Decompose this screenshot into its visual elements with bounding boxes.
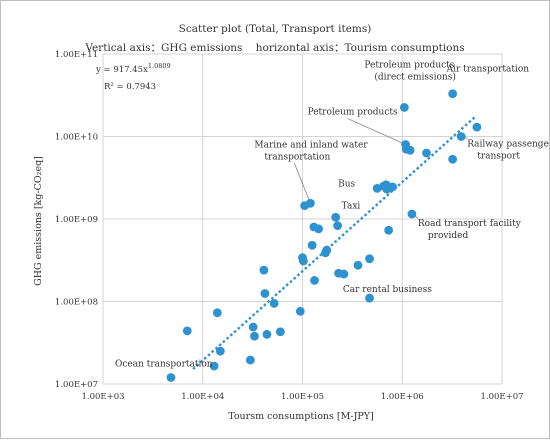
annotation-leaders: [294, 118, 468, 219]
annotation-leader: [294, 163, 311, 204]
data-point: [298, 256, 308, 266]
annotation-line: Road transport facility: [418, 219, 522, 229]
data-point: [245, 355, 255, 365]
annotation-label: Taxi: [342, 201, 361, 211]
gridlines: [102, 53, 503, 385]
data-point: [248, 322, 258, 332]
data-point: [295, 306, 305, 316]
data-point: [339, 269, 349, 279]
data-point: [307, 240, 317, 250]
y-tick-label: 1.00E+11: [55, 50, 98, 60]
x-tick-label: 1.00E+06: [381, 392, 424, 402]
annotation-line: Air transportation: [446, 65, 530, 75]
y-tick-label: 1.00E+07: [55, 380, 98, 390]
annotation-line: Petroleum products: [364, 60, 454, 70]
data-point: [212, 308, 222, 318]
x-tick-label: 1.00E+05: [281, 392, 324, 402]
data-points: [166, 89, 482, 382]
data-point: [269, 298, 279, 308]
annotation-label: Railway passenger transport: [467, 140, 549, 162]
data-point: [388, 182, 397, 192]
chart-subtitle: Vertical axis：GHG emissions horizontal a…: [84, 42, 464, 54]
data-point: [209, 361, 219, 371]
annotation-line: Railway passenger: [467, 140, 549, 150]
data-point: [448, 89, 458, 99]
x-axis-title: Toursm consumptions [M-JPY]: [228, 411, 374, 422]
annotation-line: Bus: [338, 179, 355, 189]
data-point: [215, 346, 225, 356]
data-point: [472, 122, 482, 132]
annotation-label: Marine and inland water transportation: [254, 140, 368, 162]
data-point: [448, 154, 458, 164]
equation-exponent: 1.0809: [148, 62, 171, 70]
annotation-line: Ocean transportation: [115, 359, 213, 369]
data-point: [314, 224, 323, 234]
chart-title: Scatter plot (Total, Transport items): [179, 23, 372, 35]
data-point: [399, 103, 409, 112]
annotation-line: provided: [428, 231, 469, 241]
annotation-line: Petroleum products: [308, 107, 398, 117]
annotation-label: Road transport facility provided: [418, 219, 522, 241]
annotation-label: Bus: [338, 179, 355, 189]
data-point: [407, 209, 417, 219]
annotation-line: Marine and inland water: [254, 140, 368, 150]
x-tick-label: 1.00E+07: [480, 392, 523, 402]
data-point: [365, 254, 374, 264]
data-point: [260, 289, 270, 298]
data-point: [259, 265, 269, 275]
annotation-line: transportation: [264, 152, 330, 162]
annotation-leader: [347, 118, 406, 145]
x-tick-label: 1.00E+04: [181, 392, 224, 402]
trendline-path: [192, 115, 477, 370]
annotation-label: Car rental business: [343, 285, 432, 295]
data-point: [384, 225, 394, 235]
y-tick-label: 1.00E+08: [55, 298, 98, 308]
trendline-r2: R² = 0.7943: [104, 82, 156, 92]
data-point: [262, 329, 272, 339]
annotation-label: Petroleum products (direct emissions): [364, 60, 456, 82]
axis-ticks: 1.00E+03 1.00E+04 1.00E+05 1.00E+06 1.00E+07…: [55, 50, 524, 402]
annotation-line: (direct emissions): [374, 71, 456, 82]
equation-text: y = 917.45x: [95, 65, 148, 75]
data-point: [310, 276, 319, 285]
annotation-label: Petroleum products: [308, 107, 398, 117]
data-point: [353, 260, 363, 270]
x-tick-label: 1.00E+03: [81, 392, 124, 402]
annotation-line: Taxi: [342, 201, 361, 211]
data-point: [333, 221, 343, 231]
annotation-label: Air transportation: [446, 65, 530, 75]
y-tick-label: 1.00E+09: [55, 215, 98, 225]
data-point: [322, 245, 332, 255]
data-point: [365, 293, 374, 303]
data-point: [250, 331, 259, 341]
y-axis-title: GHG emissions [kg-CO₂eq]: [33, 156, 44, 286]
data-point: [405, 145, 415, 155]
data-point: [182, 326, 192, 336]
y-tick-label: 1.00E+10: [55, 133, 98, 143]
data-point: [275, 327, 285, 337]
data-point: [331, 212, 341, 222]
data-point: [305, 198, 315, 208]
data-point: [166, 373, 176, 382]
annotation-line: transport: [477, 152, 520, 162]
annotation-label: Ocean transportation: [115, 359, 213, 369]
annotation-line: Car rental business: [343, 285, 432, 295]
data-point: [456, 132, 466, 141]
data-point: [422, 148, 431, 158]
trendline: [192, 115, 477, 370]
trendline-equation: y = 917.45x1.0809: [95, 62, 171, 75]
